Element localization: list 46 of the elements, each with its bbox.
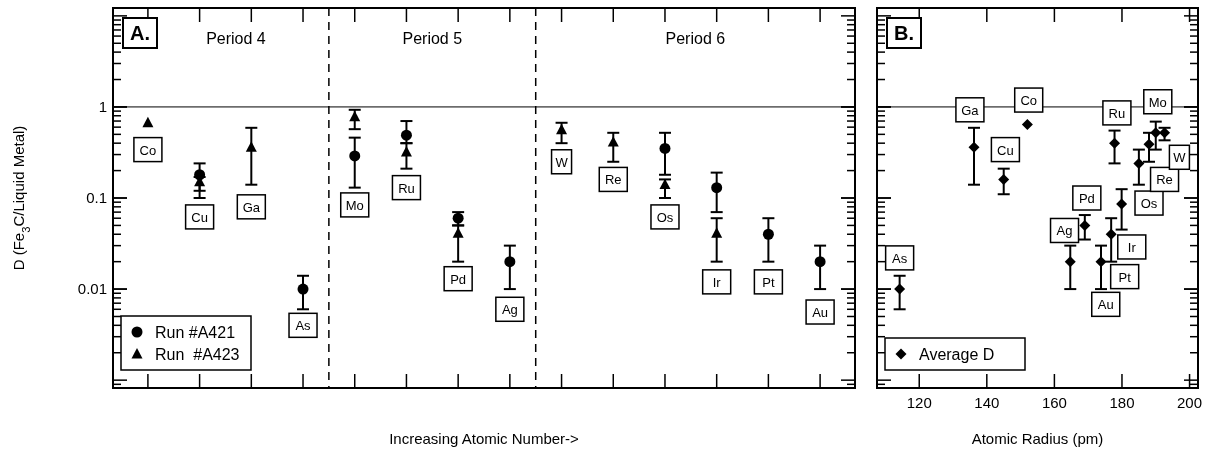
annotation: Ru [1108, 105, 1126, 121]
annotation: Ru [398, 180, 415, 196]
annotation: Mo [345, 197, 364, 213]
annotation: Ag [501, 302, 518, 318]
annotation: Pt [1118, 269, 1132, 285]
annotation: Ir [1127, 239, 1137, 255]
annotation: Cu [997, 142, 1014, 158]
annotation: Period 6 [665, 30, 726, 47]
x-tick-label: 120 [906, 394, 932, 411]
x-axis-title: Atomic Radius (pm) [971, 430, 1104, 447]
legend-label: Run #A421 [155, 324, 236, 341]
annotation: Ga [961, 102, 980, 118]
legend-label: Average D [919, 346, 995, 363]
annotation: Cu [191, 209, 208, 225]
legend-label: Run #A423 [155, 346, 240, 363]
annotation: Ga [242, 199, 261, 215]
annotation: Period 5 [402, 30, 463, 47]
annotation: Au [1097, 297, 1114, 313]
annotation: Co [139, 142, 157, 158]
x-tick-label: 140 [974, 394, 1000, 411]
y-tick-label: 0.1 [86, 189, 107, 207]
annotation: Ag [1056, 223, 1073, 239]
annotation: Re [1156, 172, 1173, 188]
annotation: As [295, 318, 312, 334]
x-axis-title: Increasing Atomic Number-> [389, 430, 580, 447]
annotation: Pt [762, 274, 775, 290]
annotation: Co [1020, 93, 1038, 109]
annotation: Pd [1078, 191, 1095, 207]
annotation: As [892, 250, 908, 266]
annotation: Pd [450, 271, 467, 287]
x-tick-label: 200 [1177, 394, 1203, 411]
x-tick-label: 160 [1041, 394, 1067, 411]
text: B. [894, 22, 914, 44]
y-tick-label: 1 [98, 97, 107, 115]
annotation: Os [656, 209, 674, 225]
annotation: Period 4 [206, 30, 266, 47]
y-tick-label: 0.01 [77, 280, 107, 298]
annotation: Mo [1148, 94, 1167, 110]
x-tick-label: 180 [1109, 394, 1135, 411]
annotation: Au [812, 305, 829, 321]
annotation: Re [604, 172, 622, 188]
text: A. [130, 22, 150, 44]
annotation: W [555, 154, 569, 170]
annotation: W [1173, 150, 1187, 166]
annotation: Ir [712, 274, 722, 290]
annotation: Os [1140, 196, 1158, 212]
